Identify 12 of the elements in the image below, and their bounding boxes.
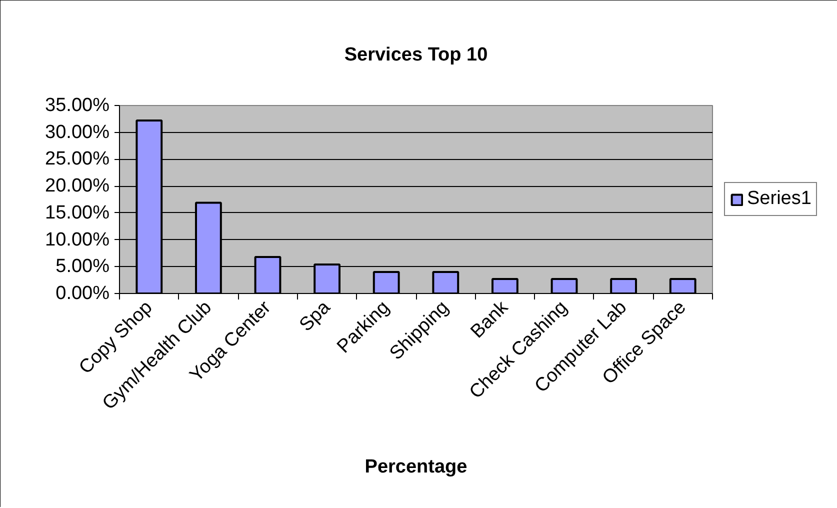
- y-tick-label: 10.00%: [45, 229, 110, 250]
- x-tick-label: Spa: [296, 296, 335, 336]
- y-tick-label: 35.00%: [45, 95, 110, 116]
- chart-title: Services Top 10: [344, 44, 488, 66]
- legend-label: Series1: [747, 188, 812, 210]
- x-axis-title: Percentage: [364, 456, 468, 478]
- y-tick-label: 0.00%: [56, 283, 110, 304]
- y-tick-label: 15.00%: [45, 202, 110, 224]
- y-tick-label: 25.00%: [45, 148, 110, 170]
- y-tick-label: 20.00%: [45, 176, 110, 197]
- y-tick-label: 30.00%: [45, 122, 110, 143]
- y-tick-label: 5.00%: [56, 256, 110, 278]
